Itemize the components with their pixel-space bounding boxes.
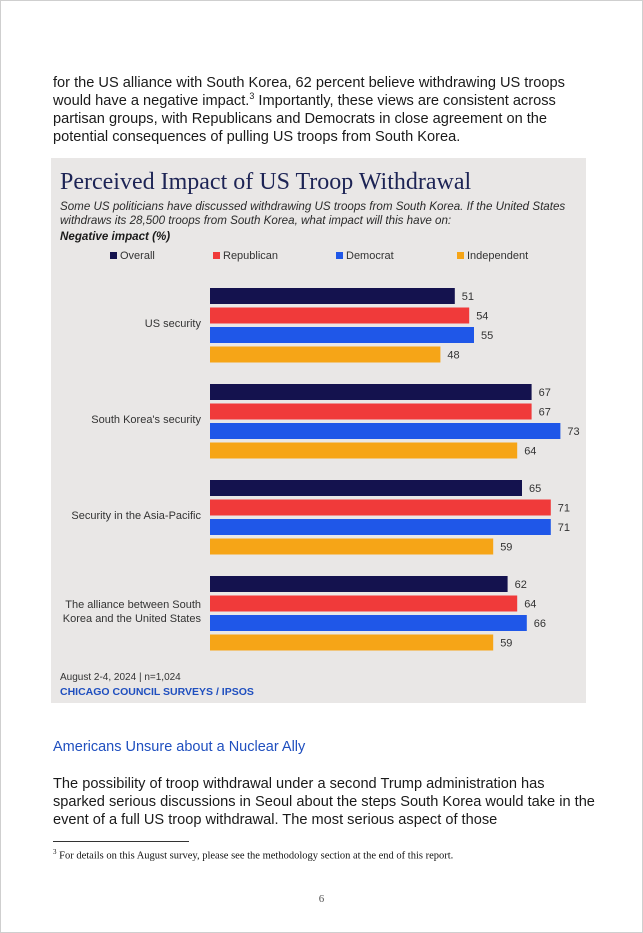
value-label-alliance-independent: 59 — [500, 638, 512, 650]
category-label-asia-pacific: Security in the Asia-Pacific — [71, 510, 201, 522]
category-label-alliance: The alliance between South Korea and the… — [62, 599, 201, 625]
bar-south-korea-security-republican — [210, 403, 532, 420]
body-paragraph: The possibility of troop withdrawal unde… — [53, 776, 595, 828]
footnote-divider — [53, 841, 189, 842]
value-label-asia-pacific-overall: 65 — [529, 483, 541, 495]
bar-asia-pacific-overall — [210, 480, 522, 496]
value-label-us-security-democrat: 55 — [481, 330, 493, 342]
legend-overall: Overall — [110, 250, 155, 262]
legend-swatch-independent — [457, 252, 464, 259]
footnote-number: 3 — [53, 848, 57, 856]
section-heading: Americans Unsure about a Nuclear Ally — [53, 739, 306, 755]
intro-text: for the US alliance with South Korea, 62… — [53, 75, 565, 109]
value-label-alliance-republican: 64 — [524, 599, 536, 611]
footnote: 3 For details on this August survey, ple… — [53, 848, 453, 862]
intro-text-after: Importantly, these views are consistent … — [53, 93, 556, 145]
legend-independent: Independent — [457, 250, 528, 262]
footnote-ref[interactable]: 3 — [249, 91, 255, 102]
legend-swatch-overall — [110, 252, 117, 259]
chart-metric-label: Negative impact (%) — [60, 230, 171, 243]
value-label-us-security-independent: 48 — [447, 350, 459, 362]
bar-alliance-overall — [210, 576, 508, 592]
value-label-alliance-democrat: 66 — [534, 618, 546, 630]
category-label-south-korea-security: South Korea's security — [91, 414, 201, 426]
intro-paragraph: for the US alliance with South Korea, 62… — [53, 74, 598, 146]
bar-south-korea-security-overall — [210, 384, 532, 400]
legend-swatch-democrat — [336, 252, 343, 259]
chart-title: Perceived Impact of US Troop Withdrawal — [60, 169, 472, 195]
legend-swatch-republican — [213, 252, 220, 259]
value-label-south-korea-security-overall: 67 — [539, 387, 551, 399]
chart-survey-date: August 2-4, 2024 | n=1,024 — [60, 672, 181, 683]
value-label-south-korea-security-republican: 67 — [539, 407, 551, 419]
legend-democrat: Democrat — [336, 250, 394, 262]
legend-label-democrat: Democrat — [346, 250, 394, 262]
legend-label-overall: Overall — [120, 250, 155, 262]
value-label-alliance-overall: 62 — [515, 579, 527, 591]
chart-panel: Perceived Impact of US Troop Withdrawal … — [51, 158, 586, 703]
legend-republican: Republican — [213, 250, 278, 262]
bar-asia-pacific-democrat — [210, 519, 551, 535]
value-label-asia-pacific-democrat: 71 — [558, 522, 570, 534]
bar-asia-pacific-independent — [210, 538, 494, 555]
value-label-asia-pacific-republican: 71 — [558, 503, 570, 515]
value-label-us-security-republican: 54 — [476, 311, 488, 323]
value-label-us-security-overall: 51 — [462, 291, 474, 303]
chart-subtitle: Some US politicians have discussed withd… — [60, 200, 566, 227]
chart-source: CHICAGO COUNCIL SURVEYS / IPSOS — [60, 686, 254, 698]
bar-alliance-independent — [210, 634, 494, 651]
bar-south-korea-security-independent — [210, 442, 518, 459]
footnote-text: For details on this August survey, pleas… — [56, 850, 454, 862]
value-label-south-korea-security-independent: 64 — [524, 446, 536, 458]
bar-us-security-independent — [210, 346, 441, 363]
bar-us-security-overall — [210, 288, 455, 304]
bar-us-security-republican — [210, 307, 470, 324]
bar-us-security-democrat — [210, 327, 474, 343]
category-label-us-security: US security — [144, 318, 201, 330]
legend-label-independent: Independent — [467, 250, 529, 262]
bar-alliance-democrat — [210, 615, 527, 631]
bar-asia-pacific-republican — [210, 499, 551, 516]
bar-alliance-republican — [210, 595, 518, 612]
page-number: 6 — [318, 893, 325, 905]
value-label-south-korea-security-democrat: 73 — [567, 426, 579, 438]
bar-south-korea-security-democrat — [210, 423, 561, 439]
legend-label-republican: Republican — [223, 250, 279, 262]
value-label-asia-pacific-independent: 59 — [500, 542, 512, 554]
